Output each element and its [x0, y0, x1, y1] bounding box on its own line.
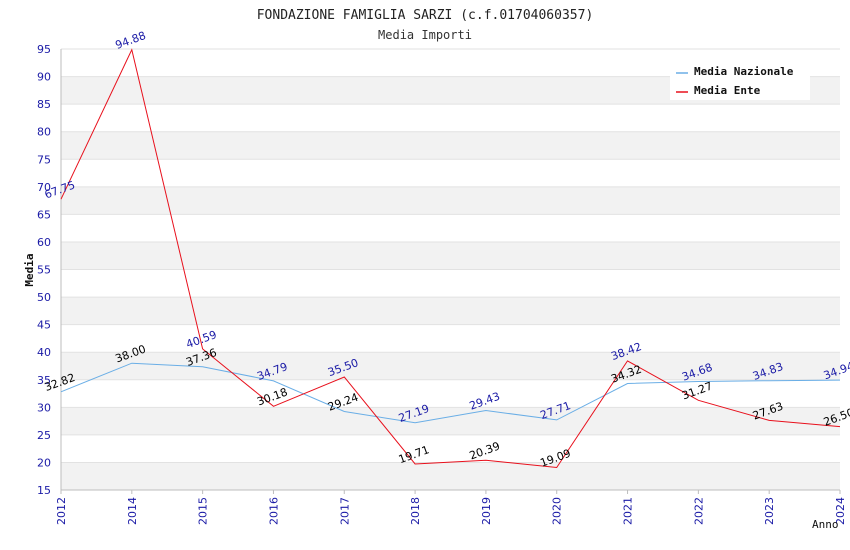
y-tick-label: 65 — [37, 208, 51, 221]
y-tick-label: 45 — [37, 319, 51, 332]
y-tick-label: 30 — [37, 401, 51, 414]
y-tick-label: 75 — [37, 153, 51, 166]
y-tick-label: 50 — [37, 291, 51, 304]
y-tick-label: 35 — [37, 374, 51, 387]
grid-band — [61, 462, 840, 490]
series-line-nazionale — [60, 362, 841, 424]
x-tick-label: 2020 — [551, 497, 564, 525]
x-tick-label: 2018 — [409, 497, 422, 525]
grid-band — [61, 104, 840, 132]
legend-box — [670, 60, 810, 100]
grid-band — [61, 131, 840, 160]
y-tick-label: 40 — [37, 346, 51, 359]
x-axis-label: Anno — [812, 518, 839, 531]
y-tick-label: 95 — [37, 43, 51, 56]
grid-band — [61, 186, 840, 215]
y-tick-label: 90 — [37, 71, 51, 84]
y-tick-label: 55 — [37, 264, 51, 277]
y-tick-label: 70 — [37, 181, 51, 194]
x-tick-label: 2023 — [763, 497, 776, 525]
grid-band — [61, 297, 840, 325]
grid-band — [61, 269, 840, 298]
y-tick-label: 15 — [37, 484, 51, 497]
y-tick-label: 25 — [37, 429, 51, 442]
series-line-ente — [60, 48, 841, 469]
grid-band — [61, 379, 840, 408]
x-tick-label: 2012 — [55, 497, 68, 525]
axes — [60, 49, 840, 491]
y-tick-label: 20 — [37, 456, 51, 469]
x-axis-ticks: 2012 2014 2015 2016 2017 2018 2019 2020 2021 2022… — [55, 490, 847, 525]
x-tick-label: 2022 — [692, 497, 705, 525]
x-tick-label: 2014 — [126, 497, 139, 525]
series-lines — [60, 48, 841, 469]
y-tick-label: 85 — [37, 98, 51, 111]
x-tick-label: 2019 — [480, 497, 493, 525]
y-axis-ticks: 15 20 25 30 35 40 45 50 55 60 65 70 75 80 85 90 95 — [37, 43, 51, 497]
chart-subtitle: Media Importi — [378, 28, 472, 42]
legend-label-ente: Media Ente — [694, 84, 761, 97]
grid-band — [61, 159, 840, 187]
grid-band — [61, 324, 840, 353]
grid-band — [61, 434, 840, 463]
y-tick-label: 60 — [37, 236, 51, 249]
x-tick-label: 2015 — [197, 497, 210, 525]
x-tick-label: 2024 — [834, 497, 847, 525]
y-axis-label: Media — [23, 253, 36, 286]
grid-band — [61, 241, 840, 270]
data-label-ente: 94.88 — [114, 29, 148, 52]
legend: Media Nazionale Media Ente — [670, 60, 810, 100]
x-tick-label: 2021 — [622, 497, 635, 525]
x-tick-label: 2017 — [338, 497, 351, 525]
chart-title: FONDAZIONE FAMIGLIA SARZI (c.f.017040603… — [257, 8, 594, 23]
grid-band — [61, 407, 840, 435]
x-tick-label: 2016 — [267, 497, 280, 525]
grid-band — [61, 214, 840, 242]
y-tick-label: 80 — [37, 126, 51, 139]
legend-label-nazionale: Media Nazionale — [694, 65, 794, 78]
